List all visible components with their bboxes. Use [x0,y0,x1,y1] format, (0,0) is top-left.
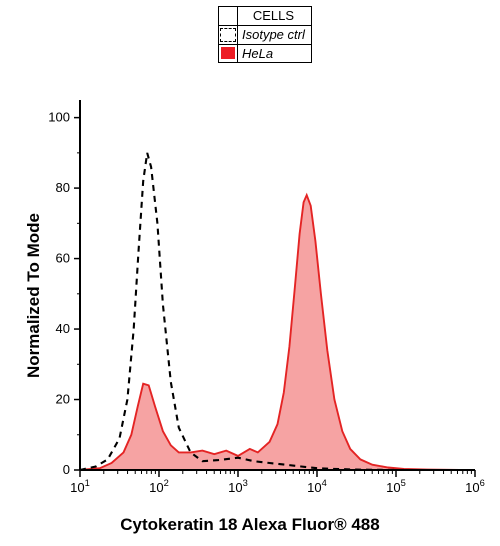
x-tick-label: 102 [149,478,169,495]
legend-title: CELLS [238,7,312,26]
x-tick-label: 106 [465,478,485,495]
x-tick-label: 103 [228,478,248,495]
x-tick-label: 101 [70,478,90,495]
legend-swatch-hela [221,47,235,59]
y-tick-label: 0 [63,462,70,477]
y-tick-label: 100 [48,110,70,125]
legend-swatch-isotype [220,28,236,42]
y-tick-label: 80 [56,180,70,195]
y-tick-label: 60 [56,251,70,266]
legend-label-hela: HeLa [238,44,312,63]
legend-row-isotype: Isotype ctrl [219,25,312,44]
flow-cytometry-histogram: CELLS Isotype ctrl HeLa Normalized To Mo… [0,0,500,546]
legend-label-isotype: Isotype ctrl [238,25,312,44]
legend-swatch-header [219,7,238,26]
y-tick-label: 40 [56,321,70,336]
legend: CELLS Isotype ctrl HeLa [218,6,312,63]
x-tick-label: 105 [386,478,406,495]
y-axis-label: Normalized To Mode [24,213,44,378]
chart-svg: 0 20 40 60 80 100 101 102 103 104 105 106 [0,0,500,546]
y-tick-label: 20 [56,392,70,407]
legend-row-hela: HeLa [219,44,312,63]
x-tick-label: 104 [307,478,327,495]
x-axis-label: Cytokeratin 18 Alexa Fluor® 488 [0,515,500,535]
